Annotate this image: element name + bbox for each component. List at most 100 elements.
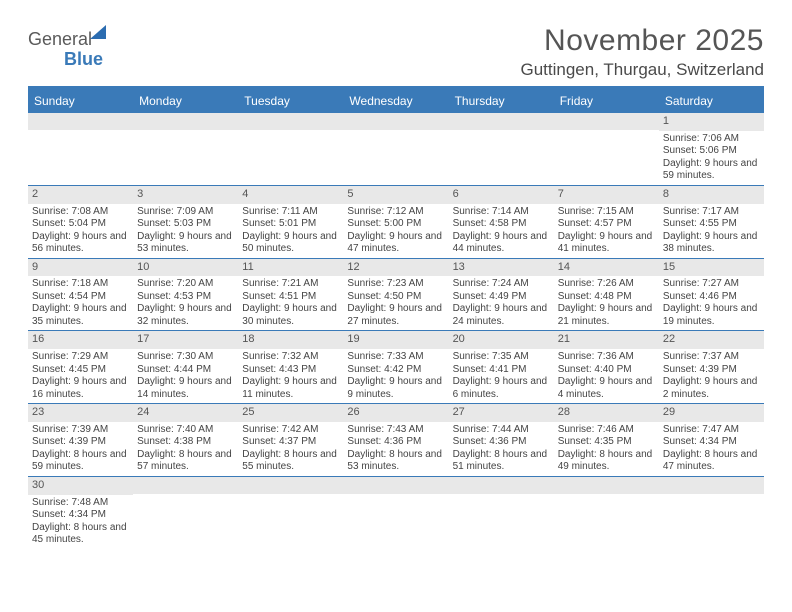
day-cell: 14Sunrise: 7:26 AMSunset: 4:48 PMDayligh…: [554, 259, 659, 331]
sunset-text: Sunset: 4:38 PM: [137, 436, 234, 449]
sunrise-text: Sunrise: 7:08 AM: [32, 206, 129, 219]
logo-word2: Blue: [64, 49, 103, 69]
day-number: [554, 113, 659, 130]
day-cell: [449, 477, 554, 549]
day-cell: [449, 113, 554, 185]
day-cell: [238, 113, 343, 185]
day-cell: 7Sunrise: 7:15 AMSunset: 4:57 PMDaylight…: [554, 186, 659, 258]
day-cell: [343, 113, 448, 185]
daylight-text: Daylight: 9 hours and 30 minutes.: [242, 303, 339, 328]
day-cell: 18Sunrise: 7:32 AMSunset: 4:43 PMDayligh…: [238, 331, 343, 403]
day-header-cell: Wednesday: [343, 89, 448, 113]
day-cell: 12Sunrise: 7:23 AMSunset: 4:50 PMDayligh…: [343, 259, 448, 331]
day-number: 16: [28, 331, 133, 349]
day-number: [343, 113, 448, 130]
daylight-text: Daylight: 9 hours and 16 minutes.: [32, 376, 129, 401]
sunrise-text: Sunrise: 7:37 AM: [663, 351, 760, 364]
day-cell: [28, 113, 133, 185]
sunset-text: Sunset: 4:36 PM: [453, 436, 550, 449]
day-number: [238, 477, 343, 494]
day-number: [133, 477, 238, 494]
daylight-text: Daylight: 8 hours and 55 minutes.: [242, 449, 339, 474]
sunset-text: Sunset: 5:06 PM: [663, 145, 760, 158]
daylight-text: Daylight: 8 hours and 45 minutes.: [32, 522, 129, 547]
day-number: 17: [133, 331, 238, 349]
day-number: [133, 113, 238, 130]
day-number: 11: [238, 259, 343, 277]
daylight-text: Daylight: 8 hours and 49 minutes.: [558, 449, 655, 474]
sunrise-text: Sunrise: 7:46 AM: [558, 424, 655, 437]
day-number: 5: [343, 186, 448, 204]
sunrise-text: Sunrise: 7:47 AM: [663, 424, 760, 437]
sunset-text: Sunset: 4:35 PM: [558, 436, 655, 449]
day-number: 18: [238, 331, 343, 349]
logo-word1: General: [28, 29, 92, 49]
day-number: 19: [343, 331, 448, 349]
daylight-text: Daylight: 9 hours and 38 minutes.: [663, 231, 760, 256]
sunset-text: Sunset: 4:55 PM: [663, 218, 760, 231]
sunrise-text: Sunrise: 7:44 AM: [453, 424, 550, 437]
sunset-text: Sunset: 4:39 PM: [32, 436, 129, 449]
day-cell: 16Sunrise: 7:29 AMSunset: 4:45 PMDayligh…: [28, 331, 133, 403]
day-number: 3: [133, 186, 238, 204]
sunset-text: Sunset: 4:57 PM: [558, 218, 655, 231]
day-number: 25: [238, 404, 343, 422]
day-cell: 28Sunrise: 7:46 AMSunset: 4:35 PMDayligh…: [554, 404, 659, 476]
sunrise-text: Sunrise: 7:43 AM: [347, 424, 444, 437]
day-number: [343, 477, 448, 494]
week-row: 23Sunrise: 7:39 AMSunset: 4:39 PMDayligh…: [28, 404, 764, 477]
day-header-cell: Tuesday: [238, 89, 343, 113]
sunset-text: Sunset: 4:45 PM: [32, 364, 129, 377]
day-cell: 20Sunrise: 7:35 AMSunset: 4:41 PMDayligh…: [449, 331, 554, 403]
week-row: 30Sunrise: 7:48 AMSunset: 4:34 PMDayligh…: [28, 477, 764, 549]
daylight-text: Daylight: 9 hours and 24 minutes.: [453, 303, 550, 328]
daylight-text: Daylight: 9 hours and 19 minutes.: [663, 303, 760, 328]
daylight-text: Daylight: 9 hours and 44 minutes.: [453, 231, 550, 256]
logo: General Blue: [28, 30, 106, 70]
day-number: 20: [449, 331, 554, 349]
day-number: 7: [554, 186, 659, 204]
day-number: 21: [554, 331, 659, 349]
sunrise-text: Sunrise: 7:09 AM: [137, 206, 234, 219]
sunrise-text: Sunrise: 7:11 AM: [242, 206, 339, 219]
sunset-text: Sunset: 5:01 PM: [242, 218, 339, 231]
day-cell: 17Sunrise: 7:30 AMSunset: 4:44 PMDayligh…: [133, 331, 238, 403]
daylight-text: Daylight: 9 hours and 6 minutes.: [453, 376, 550, 401]
week-row: 1Sunrise: 7:06 AMSunset: 5:06 PMDaylight…: [28, 113, 764, 186]
day-header-cell: Thursday: [449, 89, 554, 113]
day-number: 1: [659, 113, 764, 131]
day-cell: 10Sunrise: 7:20 AMSunset: 4:53 PMDayligh…: [133, 259, 238, 331]
daylight-text: Daylight: 8 hours and 47 minutes.: [663, 449, 760, 474]
sunrise-text: Sunrise: 7:27 AM: [663, 278, 760, 291]
sunset-text: Sunset: 4:54 PM: [32, 291, 129, 304]
day-cell: 26Sunrise: 7:43 AMSunset: 4:36 PMDayligh…: [343, 404, 448, 476]
sunset-text: Sunset: 4:39 PM: [663, 364, 760, 377]
sunrise-text: Sunrise: 7:12 AM: [347, 206, 444, 219]
sunrise-text: Sunrise: 7:21 AM: [242, 278, 339, 291]
day-cell: 30Sunrise: 7:48 AMSunset: 4:34 PMDayligh…: [28, 477, 133, 549]
day-cell: 13Sunrise: 7:24 AMSunset: 4:49 PMDayligh…: [449, 259, 554, 331]
sunset-text: Sunset: 4:42 PM: [347, 364, 444, 377]
daylight-text: Daylight: 9 hours and 50 minutes.: [242, 231, 339, 256]
day-cell: 4Sunrise: 7:11 AMSunset: 5:01 PMDaylight…: [238, 186, 343, 258]
day-cell: 23Sunrise: 7:39 AMSunset: 4:39 PMDayligh…: [28, 404, 133, 476]
sunset-text: Sunset: 4:51 PM: [242, 291, 339, 304]
day-cell: 8Sunrise: 7:17 AMSunset: 4:55 PMDaylight…: [659, 186, 764, 258]
day-number: 15: [659, 259, 764, 277]
day-number: [659, 477, 764, 494]
day-header-cell: Saturday: [659, 89, 764, 113]
daylight-text: Daylight: 9 hours and 2 minutes.: [663, 376, 760, 401]
day-number: [554, 477, 659, 494]
day-cell: 6Sunrise: 7:14 AMSunset: 4:58 PMDaylight…: [449, 186, 554, 258]
daylight-text: Daylight: 8 hours and 53 minutes.: [347, 449, 444, 474]
day-cell: 11Sunrise: 7:21 AMSunset: 4:51 PMDayligh…: [238, 259, 343, 331]
month-title: November 2025: [521, 24, 765, 58]
sunrise-text: Sunrise: 7:36 AM: [558, 351, 655, 364]
day-header-row: SundayMondayTuesdayWednesdayThursdayFrid…: [28, 89, 764, 113]
sunrise-text: Sunrise: 7:48 AM: [32, 497, 129, 510]
sunrise-text: Sunrise: 7:15 AM: [558, 206, 655, 219]
daylight-text: Daylight: 9 hours and 11 minutes.: [242, 376, 339, 401]
daylight-text: Daylight: 9 hours and 56 minutes.: [32, 231, 129, 256]
daylight-text: Daylight: 8 hours and 57 minutes.: [137, 449, 234, 474]
sunrise-text: Sunrise: 7:32 AM: [242, 351, 339, 364]
